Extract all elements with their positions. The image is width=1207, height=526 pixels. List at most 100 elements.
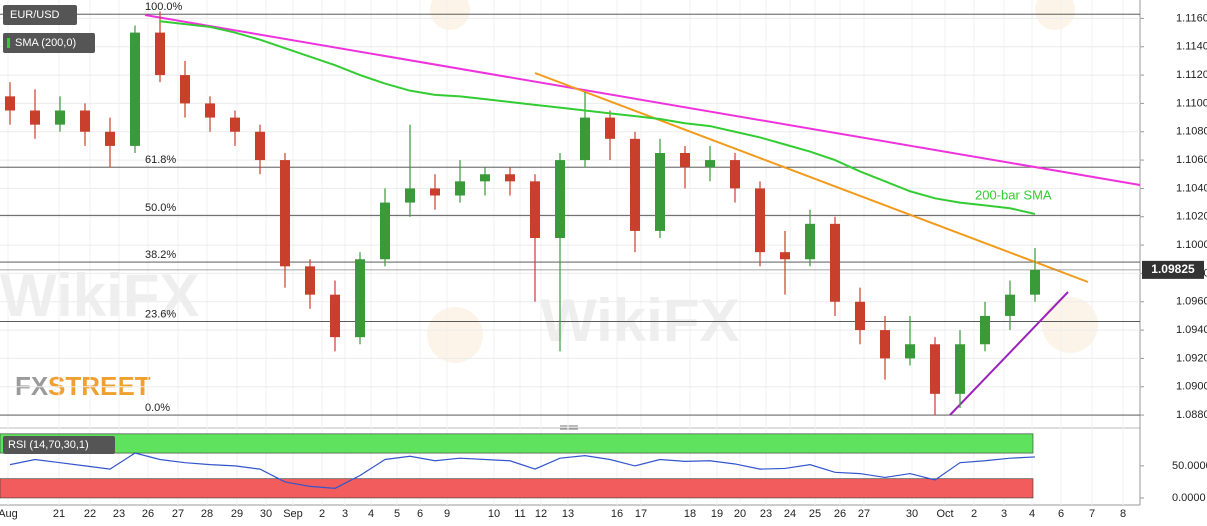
watermark-logo [1042, 297, 1098, 353]
candle-body [480, 174, 490, 182]
x-tick-label: 29 [231, 508, 243, 520]
candle-body [430, 188, 440, 196]
candle-body [705, 160, 715, 168]
x-tick-label: 17 [635, 508, 647, 520]
x-tick-label: 13 [562, 508, 574, 520]
candle-body [1030, 269, 1040, 295]
y-tick-label: 0.0000 [1172, 492, 1206, 504]
candle-body [355, 259, 365, 338]
x-tick-label: 24 [784, 508, 796, 520]
candle-body [380, 202, 390, 260]
x-tick-label: 30 [260, 508, 272, 520]
rsi-band [0, 433, 1034, 454]
x-tick-label: 9 [444, 508, 450, 520]
x-tick-label: 19 [711, 508, 723, 520]
x-tick-label: 20 [734, 508, 746, 520]
x-tick-label: 12 [535, 508, 547, 520]
y-tick-label: 1.0940 [1176, 324, 1207, 336]
x-tick-label: 23 [113, 508, 125, 520]
candle-body [755, 188, 765, 253]
legend-swatch [7, 38, 10, 48]
candle-body [930, 344, 940, 394]
y-tick-label: 1.1020 [1176, 211, 1207, 223]
rsi-title: RSI (14,70,30,1) [8, 439, 89, 451]
candle-body [155, 32, 165, 76]
x-tick-label: 3 [1001, 508, 1007, 520]
trend-line [949, 291, 1069, 416]
sma-line [159, 20, 1036, 215]
rsi-band [0, 478, 1034, 499]
y-tick-label: 1.1040 [1176, 182, 1207, 194]
candle-body [805, 223, 815, 260]
y-tick-label: 1.1100 [1176, 97, 1207, 109]
candle-body [455, 181, 465, 196]
x-tick-label: 5 [394, 508, 400, 520]
x-tick-label: 11 [514, 508, 525, 520]
logo-street: STREET [48, 371, 151, 401]
y-tick-label: 1.1120 [1176, 69, 1207, 81]
candle-body [255, 131, 265, 161]
x-tick-label: Sep [283, 508, 303, 520]
x-tick-label: 7 [1089, 508, 1095, 520]
x-tick-label: 3 [342, 508, 348, 520]
candle-body [730, 160, 740, 189]
trend-line [534, 72, 1089, 283]
x-tick-label: 10 [488, 508, 500, 520]
x-tick-label: 18 [684, 508, 696, 520]
watermark-logo [427, 307, 483, 363]
candle-body [905, 344, 915, 359]
x-tick-label: 23 [760, 508, 772, 520]
candle-body [605, 117, 615, 139]
x-tick-label: 4 [1029, 508, 1035, 520]
candle-body [105, 131, 115, 146]
candle-body [855, 301, 865, 331]
fib-label: 100.0% [145, 1, 183, 13]
x-tick-label: 6 [417, 508, 423, 520]
y-tick-label: 1.1000 [1176, 239, 1207, 251]
y-tick-label: 1.0880 [1176, 409, 1207, 421]
legend-box [3, 33, 95, 53]
candle-body [205, 103, 215, 118]
candle-body [130, 32, 140, 146]
x-tick-label: 8 [1120, 508, 1126, 520]
candle-body [1005, 294, 1015, 316]
candle-body [405, 188, 415, 203]
x-tick-label: 16 [611, 508, 623, 520]
price-tag [1142, 260, 1204, 279]
sma-annotation: 200-bar SMA [975, 187, 1052, 202]
x-tick-label: 25 [809, 508, 821, 520]
x-tick-label: 30 [906, 508, 918, 520]
candle-body [330, 294, 340, 338]
x-tick-label: 2 [319, 508, 325, 520]
x-tick-label: Oct [936, 508, 953, 520]
candle-body [305, 266, 315, 295]
y-tick-label: 1.1080 [1176, 126, 1207, 138]
legend-box [3, 5, 77, 25]
x-tick-label: 21 [53, 508, 65, 520]
x-tick-label: 26 [142, 508, 154, 520]
x-tick-label: 22 [84, 508, 96, 520]
trend-line [144, 14, 1141, 186]
legend-box [3, 436, 115, 454]
fib-label: 50.0% [145, 202, 176, 214]
x-tick-label: 27 [858, 508, 870, 520]
candle-body [780, 252, 790, 260]
x-tick-label: 2 [971, 508, 977, 520]
legend-label: SMA (200,0) [15, 37, 76, 49]
y-tick-label: 1.0960 [1176, 296, 1207, 308]
watermark-logo [1035, 0, 1075, 30]
candle-body [980, 315, 990, 345]
legend-label: EUR/USD [10, 9, 60, 21]
x-tick-label: 6 [1058, 508, 1064, 520]
fib-label: 0.0% [145, 402, 170, 414]
candle-body [280, 160, 290, 267]
watermark-logo [430, 0, 470, 30]
rsi-line [9, 452, 1036, 489]
candle-body [555, 160, 565, 238]
watermark: WikiFX [540, 287, 739, 354]
candle-body [30, 110, 40, 125]
y-tick-label: 1.1140 [1176, 41, 1207, 53]
x-tick-label: Aug [0, 508, 18, 520]
